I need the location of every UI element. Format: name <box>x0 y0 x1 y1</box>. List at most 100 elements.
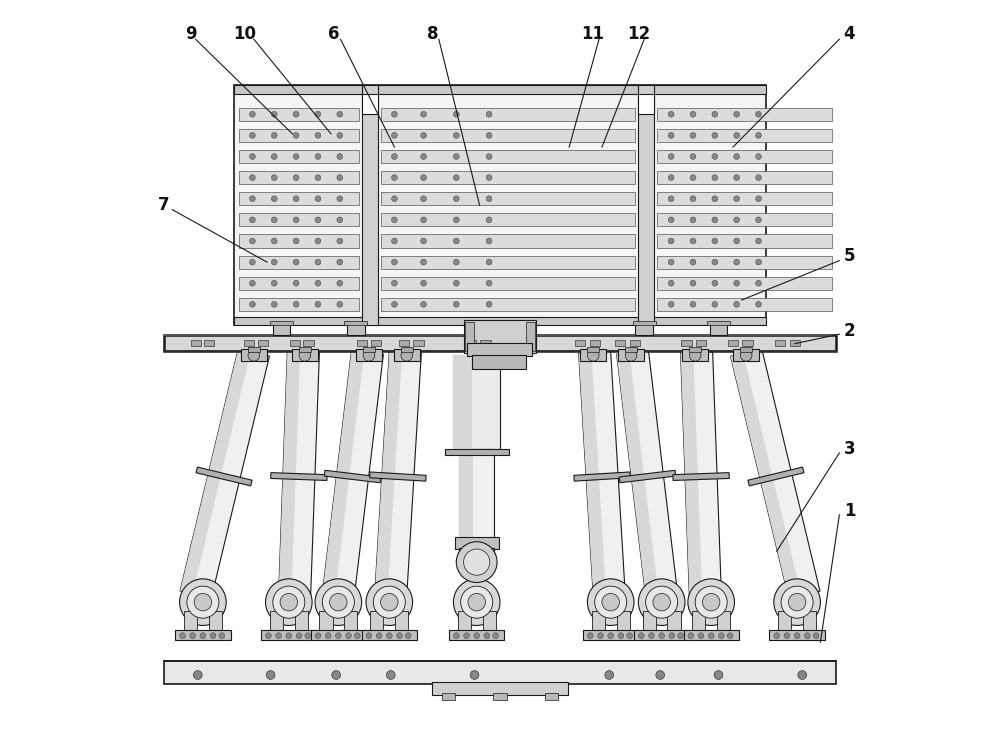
Bar <box>239 298 359 311</box>
Circle shape <box>690 280 696 286</box>
Bar <box>657 192 832 205</box>
Circle shape <box>756 238 761 244</box>
Circle shape <box>486 175 492 181</box>
Circle shape <box>280 594 298 611</box>
Circle shape <box>210 633 216 639</box>
Polygon shape <box>445 450 509 455</box>
Circle shape <box>386 633 392 639</box>
Bar <box>204 340 214 346</box>
Circle shape <box>464 549 490 575</box>
Bar <box>442 693 455 700</box>
Circle shape <box>756 301 761 307</box>
Bar <box>775 340 785 346</box>
Bar <box>638 85 654 325</box>
Bar <box>615 340 625 346</box>
Circle shape <box>712 111 718 117</box>
Text: 5: 5 <box>844 247 855 265</box>
Polygon shape <box>617 353 658 596</box>
Bar <box>381 276 635 289</box>
Bar <box>657 171 832 184</box>
Bar <box>643 611 656 633</box>
Circle shape <box>486 132 492 138</box>
Circle shape <box>421 196 426 202</box>
Circle shape <box>293 280 299 286</box>
Circle shape <box>653 594 670 611</box>
Circle shape <box>486 280 492 286</box>
Circle shape <box>740 349 752 361</box>
Circle shape <box>249 175 255 181</box>
Circle shape <box>266 579 312 626</box>
Circle shape <box>627 633 633 639</box>
Bar <box>347 322 365 335</box>
Circle shape <box>337 154 343 159</box>
Circle shape <box>315 280 321 286</box>
Circle shape <box>605 670 614 679</box>
Circle shape <box>668 280 674 286</box>
Circle shape <box>293 111 299 117</box>
Circle shape <box>690 154 696 159</box>
Bar <box>634 630 689 640</box>
Bar <box>803 611 816 633</box>
Circle shape <box>271 154 277 159</box>
Polygon shape <box>279 352 319 596</box>
Circle shape <box>712 132 718 138</box>
Circle shape <box>474 633 480 639</box>
Circle shape <box>712 175 718 181</box>
Text: 1: 1 <box>844 502 855 520</box>
Circle shape <box>315 132 321 138</box>
Circle shape <box>484 633 490 639</box>
Circle shape <box>322 586 354 618</box>
Circle shape <box>421 175 426 181</box>
Circle shape <box>337 260 343 265</box>
Circle shape <box>405 633 411 639</box>
Circle shape <box>698 633 704 639</box>
Bar <box>239 276 359 289</box>
Bar <box>381 213 635 227</box>
Bar <box>273 322 290 335</box>
Bar <box>458 611 471 633</box>
Bar <box>363 346 375 352</box>
Bar <box>381 256 635 269</box>
Polygon shape <box>459 450 494 542</box>
Bar <box>239 235 359 248</box>
Bar <box>692 611 705 633</box>
Circle shape <box>249 111 255 117</box>
Circle shape <box>712 196 718 202</box>
Circle shape <box>453 132 459 138</box>
Bar <box>292 349 318 361</box>
Text: 3: 3 <box>844 440 855 458</box>
Circle shape <box>315 111 321 117</box>
Bar <box>769 630 825 640</box>
Polygon shape <box>196 467 252 486</box>
Bar <box>455 537 499 549</box>
Polygon shape <box>375 352 402 595</box>
Bar <box>239 129 359 142</box>
Circle shape <box>493 633 499 639</box>
Circle shape <box>668 111 674 117</box>
Circle shape <box>187 586 219 618</box>
Circle shape <box>668 238 674 244</box>
Circle shape <box>712 280 718 286</box>
Circle shape <box>712 217 718 223</box>
Bar <box>362 94 378 114</box>
Circle shape <box>798 670 807 679</box>
Circle shape <box>200 633 206 639</box>
Bar <box>580 349 606 361</box>
Circle shape <box>271 111 277 117</box>
Circle shape <box>788 594 806 611</box>
Bar <box>459 548 494 558</box>
Polygon shape <box>324 470 381 482</box>
Bar <box>790 340 800 346</box>
Bar <box>667 611 681 633</box>
Circle shape <box>249 132 255 138</box>
Circle shape <box>453 217 459 223</box>
Circle shape <box>668 301 674 307</box>
Bar <box>630 340 640 346</box>
Circle shape <box>690 196 696 202</box>
Circle shape <box>391 260 397 265</box>
Circle shape <box>464 633 469 639</box>
Circle shape <box>453 260 459 265</box>
Text: 10: 10 <box>234 25 257 43</box>
Circle shape <box>373 586 405 618</box>
Bar <box>617 611 630 633</box>
